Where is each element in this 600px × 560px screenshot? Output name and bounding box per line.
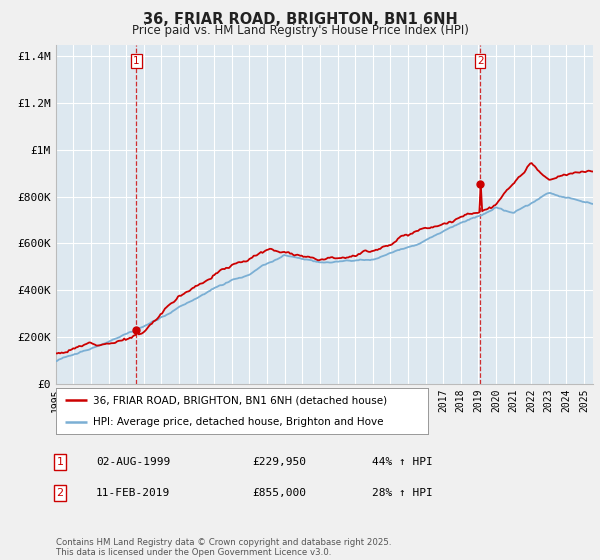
Text: £855,000: £855,000 [252,488,306,498]
Text: 1: 1 [56,457,64,467]
Text: Contains HM Land Registry data © Crown copyright and database right 2025.
This d: Contains HM Land Registry data © Crown c… [56,538,391,557]
Text: £229,950: £229,950 [252,457,306,467]
Text: HPI: Average price, detached house, Brighton and Hove: HPI: Average price, detached house, Brig… [93,417,383,427]
Text: 02-AUG-1999: 02-AUG-1999 [96,457,170,467]
Text: 1: 1 [133,56,140,66]
Text: 11-FEB-2019: 11-FEB-2019 [96,488,170,498]
Text: 2: 2 [56,488,64,498]
Text: 36, FRIAR ROAD, BRIGHTON, BN1 6NH (detached house): 36, FRIAR ROAD, BRIGHTON, BN1 6NH (detac… [93,395,387,405]
Text: Price paid vs. HM Land Registry's House Price Index (HPI): Price paid vs. HM Land Registry's House … [131,24,469,37]
Text: 36, FRIAR ROAD, BRIGHTON, BN1 6NH: 36, FRIAR ROAD, BRIGHTON, BN1 6NH [143,12,457,27]
Text: 44% ↑ HPI: 44% ↑ HPI [372,457,433,467]
Text: 2: 2 [477,56,484,66]
Text: 28% ↑ HPI: 28% ↑ HPI [372,488,433,498]
